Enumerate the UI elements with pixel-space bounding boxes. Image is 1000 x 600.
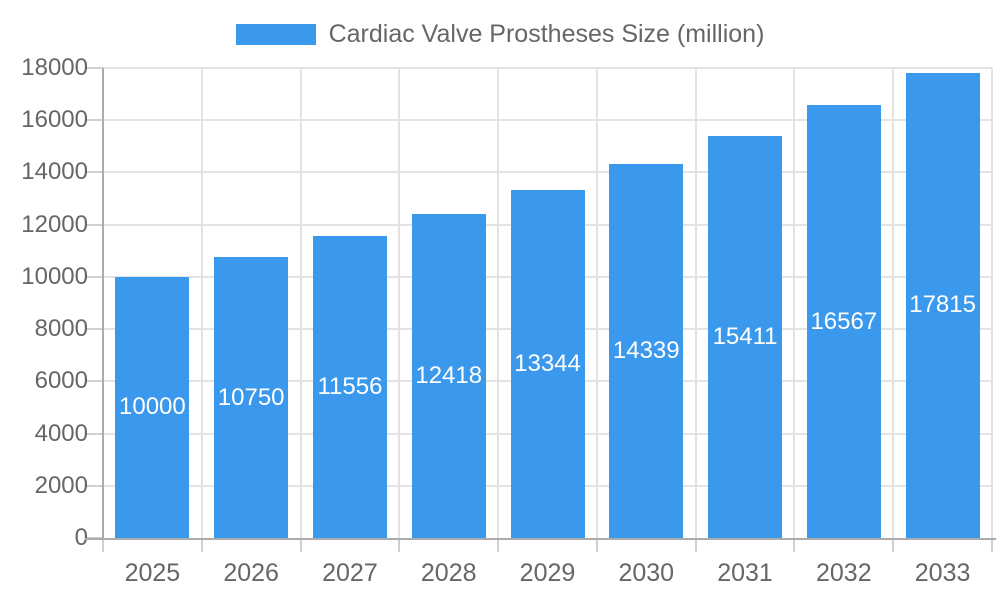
- x-gridline: [793, 68, 796, 538]
- y-axis-label: 10000: [21, 262, 88, 290]
- y-axis-label: 12000: [21, 210, 88, 238]
- y-axis-label: 0: [74, 524, 88, 551]
- y-axis-label: 4000: [34, 419, 88, 447]
- bar-value-label: 15411: [712, 322, 778, 350]
- x-gridline: [694, 68, 697, 538]
- bar-2031[interactable]: 15411: [708, 135, 783, 538]
- bar-2029[interactable]: 13344: [510, 189, 585, 538]
- bar-2028[interactable]: 12418: [411, 213, 486, 538]
- legend-label: Cardiac Valve Prostheses Size (million): [328, 20, 765, 48]
- bar-2026[interactable]: 10750: [214, 257, 289, 538]
- x-axis-label: 2031: [717, 559, 773, 587]
- bar-2032[interactable]: 16567: [806, 105, 881, 538]
- y-gridline: [103, 171, 992, 174]
- bar-value-label: 11556: [317, 373, 383, 401]
- x-axis-tick: [892, 539, 895, 552]
- bar-value-label: 16567: [810, 307, 878, 335]
- y-axis-label: 8000: [34, 315, 88, 343]
- y-axis-tick: [85, 380, 103, 383]
- y-axis-tick: [85, 275, 103, 278]
- x-axis-tick: [793, 539, 796, 552]
- x-axis-label: 2032: [816, 559, 872, 587]
- bar-value-label: 14339: [612, 336, 680, 364]
- x-axis-tick: [200, 539, 203, 552]
- y-axis-label: 18000: [21, 54, 88, 81]
- y-axis-tick: [85, 484, 103, 487]
- bar-2033[interactable]: 17815: [905, 72, 980, 538]
- x-axis-tick: [299, 539, 302, 552]
- x-gridline: [299, 68, 302, 538]
- x-axis-tick: [497, 539, 500, 552]
- x-axis-tick: [398, 539, 401, 552]
- x-axis-label: 2027: [322, 559, 378, 587]
- y-axis-tick: [85, 67, 103, 69]
- x-axis-label: 2029: [519, 559, 576, 587]
- x-gridline: [595, 68, 598, 538]
- y-axis-label: 16000: [21, 106, 88, 134]
- x-gridline: [892, 68, 895, 538]
- legend-swatch: [235, 24, 316, 45]
- y-gridline: [103, 67, 992, 69]
- bar-2027[interactable]: 11556: [312, 236, 387, 538]
- x-axis-tick: [991, 539, 993, 552]
- bar-2030[interactable]: 14339: [609, 163, 684, 538]
- y-axis-line: [102, 68, 104, 540]
- x-axis-tick: [102, 539, 104, 552]
- y-axis-tick: [85, 171, 103, 174]
- bar-value-label: 13344: [514, 349, 581, 377]
- x-gridline: [497, 68, 500, 538]
- x-axis-label: 2030: [618, 559, 675, 587]
- y-axis-tick: [85, 432, 103, 435]
- y-axis-label: 6000: [34, 367, 88, 395]
- x-axis-label: 2033: [914, 559, 971, 587]
- x-axis-tick: [694, 539, 697, 552]
- y-axis-tick: [85, 223, 103, 226]
- bar-value-label: 10000: [119, 393, 186, 421]
- x-axis-label: 2028: [420, 559, 477, 587]
- bar-2025[interactable]: 10000: [115, 276, 190, 538]
- x-axis-label: 2025: [124, 559, 181, 587]
- bar-value-label: 12418: [415, 361, 483, 389]
- y-axis-tick: [85, 119, 103, 122]
- x-gridline: [991, 68, 993, 538]
- x-gridline: [200, 68, 203, 538]
- bar-value-label: 10750: [217, 383, 285, 411]
- x-gridline: [398, 68, 401, 538]
- x-axis-tick: [595, 539, 598, 552]
- x-axis-line: [85, 538, 996, 540]
- y-gridline: [103, 119, 992, 122]
- x-axis-label: 2026: [223, 559, 279, 587]
- bar-value-label: 17815: [909, 291, 976, 319]
- y-axis-label: 14000: [21, 158, 88, 186]
- y-axis-label: 2000: [34, 471, 88, 499]
- y-axis-tick: [85, 328, 103, 331]
- legend[interactable]: Cardiac Valve Prostheses Size (million): [0, 20, 1000, 49]
